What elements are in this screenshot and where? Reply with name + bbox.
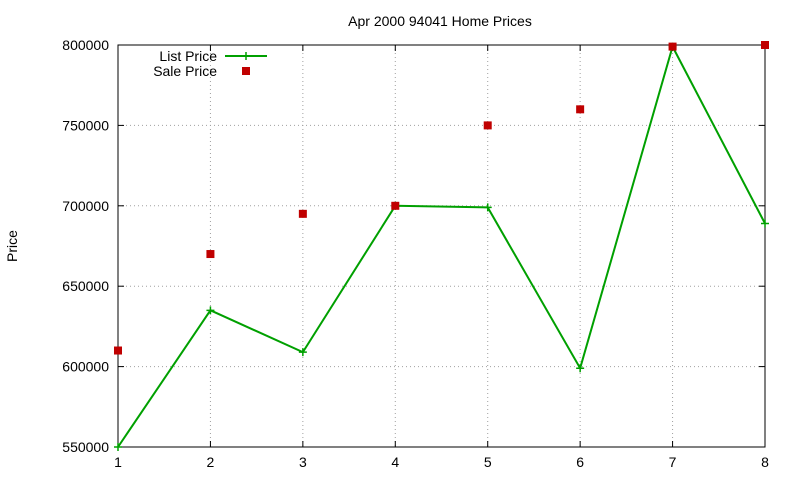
x-tick-label: 4: [391, 454, 399, 470]
sale-price-point: [298, 209, 307, 218]
sale-price-point: [114, 346, 122, 355]
list-price-point: [483, 203, 492, 212]
sale-price-point: [576, 105, 585, 114]
x-tick-label: 6: [576, 454, 584, 470]
list-price-point: [114, 443, 122, 451]
x-tick-label: 5: [484, 454, 492, 470]
legend-marker-sale-price: [242, 67, 250, 75]
list-price-point: [298, 348, 307, 357]
list-price-line: [117, 43, 766, 448]
x-tick-label: 2: [207, 454, 215, 470]
y-tick-label: 650000: [62, 278, 109, 294]
sale-price-point: [483, 121, 492, 130]
list-price-point: [761, 219, 769, 228]
sale-price-point: [668, 42, 677, 51]
legend-label-list-price: List Price: [159, 48, 217, 64]
plot-border: [117, 44, 766, 448]
grid: [118, 45, 765, 447]
chart-title: Apr 2000 94041 Home Prices: [348, 13, 532, 29]
x-tick-label: 3: [299, 454, 307, 470]
legend-label-sale-price: Sale Price: [153, 63, 217, 79]
list-price-point: [206, 306, 215, 315]
y-tick-label: 700000: [62, 198, 109, 214]
y-tick-label: 550000: [62, 439, 109, 455]
sale-price-point: [206, 250, 215, 259]
x-tick-label: 7: [669, 454, 677, 470]
legend: List Price Sale Price: [153, 48, 267, 79]
series: [114, 41, 769, 451]
sale-price-point: [391, 201, 400, 210]
sale-price-point: [761, 41, 769, 49]
y-tick-label: 600000: [62, 359, 109, 375]
y-axis-label: Price: [4, 230, 20, 262]
axis-ticks: 1 2 3 4 5 6 7 8 550000 600000 650000 700000 750000 80…: [62, 37, 769, 470]
y-tick-label: 750000: [62, 117, 109, 133]
x-tick-label: 8: [761, 454, 769, 470]
legend-marker-list-price: [242, 52, 250, 60]
x-tick-label: 1: [114, 454, 122, 470]
y-tick-label: 800000: [62, 37, 109, 53]
list-price-point: [576, 364, 585, 373]
